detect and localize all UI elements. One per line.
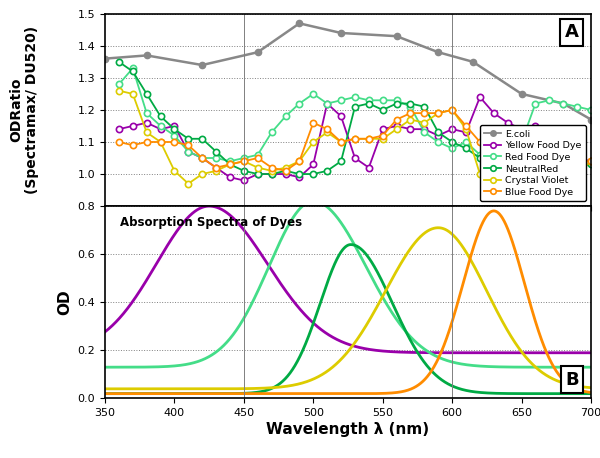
Legend: E.coli, Yellow Food Dye, Red Food Dye, NeutralRed, Crystal Violet, Blue Food Dye: E.coli, Yellow Food Dye, Red Food Dye, N… (479, 125, 586, 202)
Text: Absorption Spectra of Dyes: Absorption Spectra of Dyes (119, 216, 302, 229)
Y-axis label: ODRatio
(Spectramax/ DU520): ODRatio (Spectramax/ DU520) (9, 26, 40, 194)
Text: B: B (565, 371, 579, 389)
Y-axis label: OD: OD (57, 289, 72, 315)
Text: A: A (565, 23, 579, 41)
X-axis label: Wavelength λ (nm): Wavelength λ (nm) (266, 422, 430, 437)
